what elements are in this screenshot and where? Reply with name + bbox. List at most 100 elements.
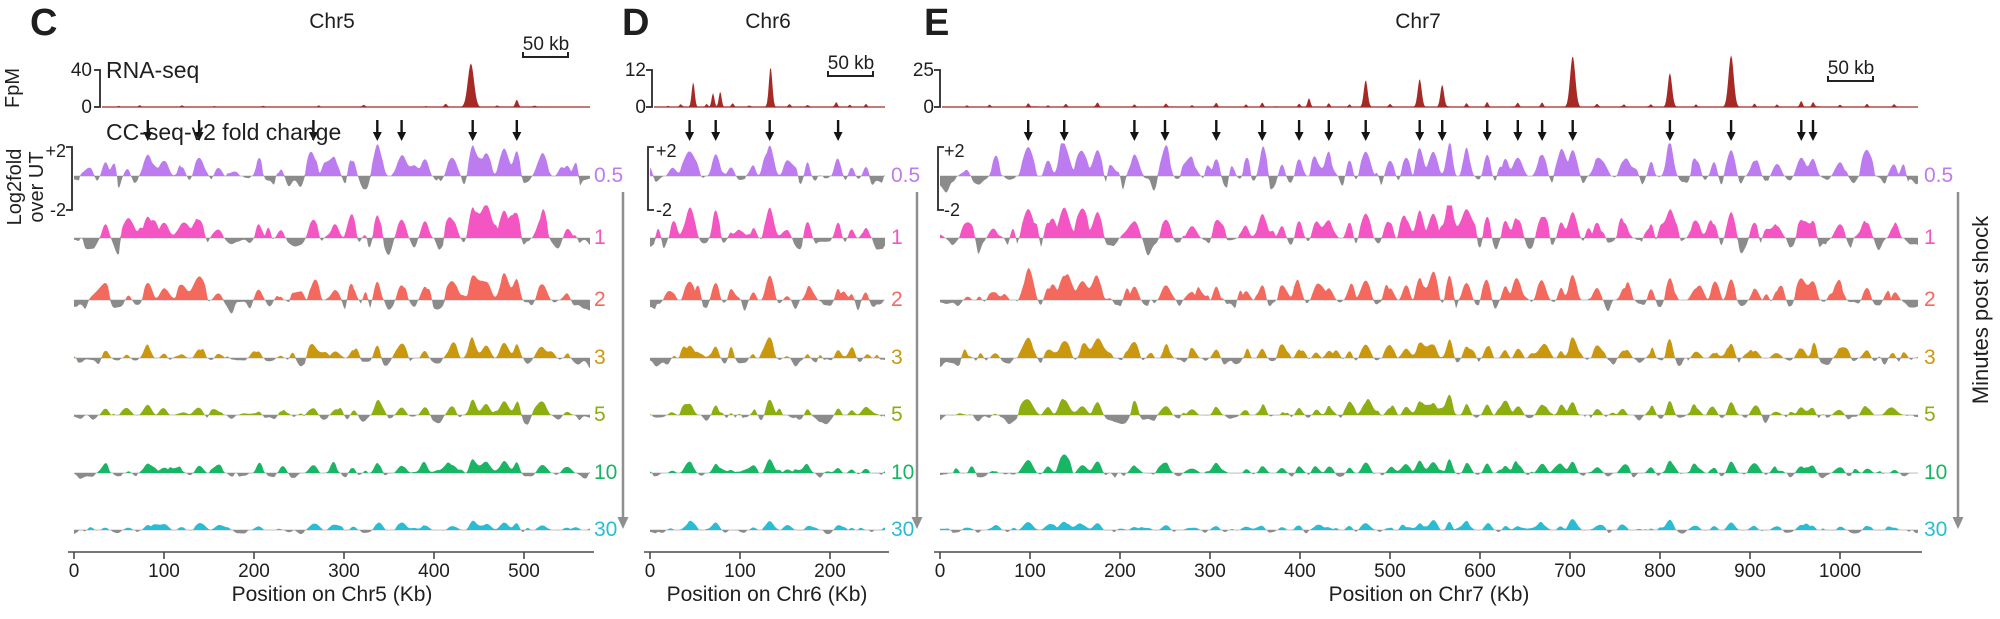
cc-track-row-10 (650, 459, 885, 478)
chromosome-title-chr6: Chr6 (745, 10, 791, 33)
timepoint-label: 30 (594, 518, 618, 541)
cc-track-row-1 (940, 205, 1918, 256)
x-tick-label: 100 (724, 561, 756, 582)
cc-track-row-1 (650, 207, 885, 250)
x-tick-label: 500 (1374, 561, 1406, 582)
time-arrow-icon (1952, 192, 1964, 529)
timepoint-label: 0.5 (594, 164, 624, 187)
x-tick-label: 200 (238, 561, 270, 582)
scalebar-label-e: 50 kb (1827, 58, 1875, 79)
down-arrow-icon (1665, 120, 1675, 141)
rna-track (934, 55, 1918, 108)
x-tick-label: 500 (508, 561, 540, 582)
cc-track-row-1 (74, 205, 590, 255)
rna-ymax-label-e: 25 (912, 60, 934, 81)
timepoint-label: 5 (594, 403, 606, 426)
timepoint-label: 0.5 (891, 164, 921, 187)
timepoint-label: 3 (594, 346, 606, 369)
rna-zero-label-c: 0 (81, 97, 92, 118)
down-arrow-icon (1160, 120, 1170, 141)
log2fold-line1: Log2fold (4, 148, 26, 226)
down-arrow-icon (1537, 120, 1547, 141)
panel-letter-e: E (924, 2, 951, 44)
cc-track-row-2 (74, 273, 590, 314)
rna-track (94, 63, 590, 108)
down-arrow-icon (1129, 120, 1139, 141)
x-axis (934, 551, 1922, 559)
down-arrow-icon (1437, 120, 1447, 141)
down-arrow-icon (1415, 120, 1425, 141)
fpm-bracket (94, 69, 101, 108)
x-axis-title-chr7: Position on Chr7 (Kb) (1328, 583, 1530, 606)
timepoint-label: 5 (891, 403, 903, 426)
down-arrow-icon (397, 120, 407, 141)
x-tick-label: 100 (148, 561, 180, 582)
timepoint-label: 3 (891, 346, 903, 369)
cc-track-row-10 (940, 454, 1918, 479)
time-arrow-icon (617, 192, 629, 529)
x-tick-label: 0 (644, 561, 656, 582)
x-tick-label: 200 (1104, 561, 1136, 582)
down-arrow-icon (1211, 120, 1221, 141)
cc-track-row-0.5 (74, 144, 590, 190)
down-arrow-icon (1324, 120, 1334, 141)
scalebar-label-d: 50 kb (827, 53, 875, 74)
cc-track-row-5 (74, 399, 590, 425)
fpm-bracket (934, 69, 941, 108)
cc-track-row-5 (650, 399, 885, 425)
plus2-label-e: +2 (944, 141, 965, 161)
scale-bar (522, 52, 569, 58)
hotspot-arrows (1023, 120, 1818, 141)
down-arrow-icon (1257, 120, 1267, 141)
x-axis (68, 551, 594, 559)
x-tick-label: 200 (814, 561, 846, 582)
cc-track-row-0.5 (940, 143, 1918, 193)
minus2-label-e: -2 (944, 200, 961, 220)
rna-zero-label-e: 0 (923, 97, 934, 118)
cc-track-row-3 (940, 337, 1918, 367)
timepoint-label: 10 (1924, 461, 1948, 484)
panel-letter-c: C (30, 2, 59, 44)
hotspot-arrows (685, 120, 843, 141)
minus2-label-c: -2 (49, 200, 66, 220)
timepoint-label: 30 (1924, 518, 1948, 541)
chromosome-title-chr5: Chr5 (309, 10, 355, 33)
rna-ymax-label-c: 40 (70, 60, 92, 81)
timepoint-label: 2 (1924, 288, 1936, 311)
log2-bracket (647, 146, 654, 211)
x-tick-label: 800 (1644, 561, 1676, 582)
down-arrow-icon (1568, 120, 1578, 141)
down-arrow-icon (468, 120, 478, 141)
x-tick-label: 400 (1284, 561, 1316, 582)
x-tick-label: 1000 (1818, 561, 1862, 582)
rna-zero-label-d: 0 (635, 97, 646, 118)
x-tick-label: 100 (1014, 561, 1046, 582)
time-arrow-icon (911, 192, 923, 529)
down-arrow-icon (512, 120, 522, 141)
down-arrow-icon (1726, 120, 1736, 141)
panel-letter-d: D (622, 2, 651, 44)
down-arrow-icon (372, 120, 382, 141)
cc-track-row-10 (74, 459, 590, 479)
timepoint-label: 2 (891, 288, 903, 311)
x-tick-label: 600 (1464, 561, 1496, 582)
scale-bar (1827, 76, 1874, 82)
minus2-label-d: -2 (656, 200, 673, 220)
plus2-label-d: +2 (656, 141, 677, 161)
log2-bracket (66, 146, 73, 211)
scale-bar (827, 71, 874, 77)
x-axis (644, 551, 889, 559)
timepoint-label: 3 (1924, 346, 1936, 369)
x-axis-title-chr5: Position on Chr5 (Kb) (231, 583, 433, 606)
timepoint-label: 10 (891, 461, 915, 484)
timepoint-label: 1 (594, 226, 606, 249)
x-tick-label: 0 (934, 561, 946, 582)
timepoint-label: 1 (891, 226, 903, 249)
cc-track-row-2 (650, 275, 885, 311)
rna-track (646, 68, 885, 108)
cc-track-row-5 (940, 394, 1918, 425)
hotspot-arrows (143, 120, 522, 141)
rna-track-label: RNA-seq (106, 57, 200, 83)
down-arrow-icon (1023, 120, 1033, 141)
